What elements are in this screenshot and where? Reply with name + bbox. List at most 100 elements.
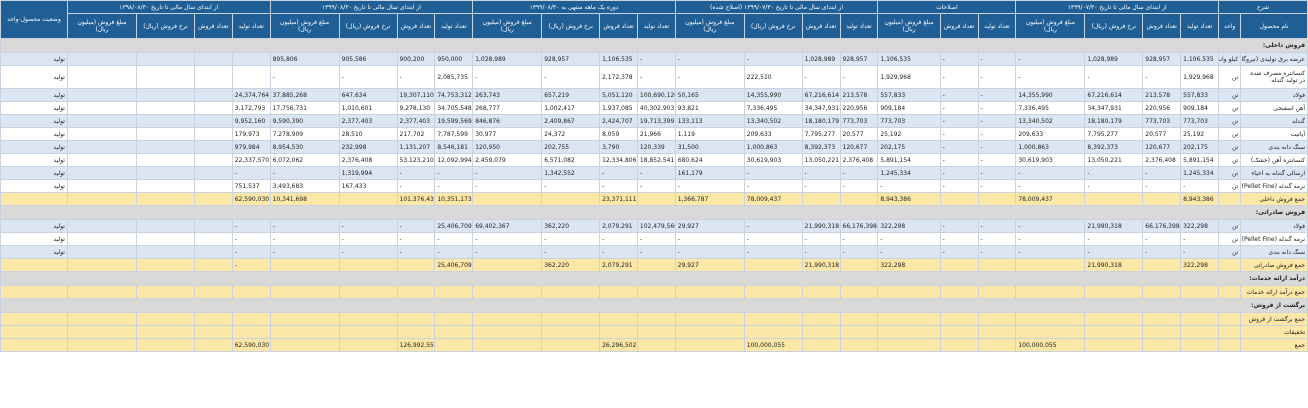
value-cell [801,325,841,339]
table-row: نرمه گندله (Pellet Fine) تن - - - - - - - - - - - - - -… [0,179,1308,193]
value-cell: 8,059 [599,127,638,141]
table-row: آپاتیت تن 25,192 20,577 7,795,277 209,633- -25… [0,127,1308,141]
value-cell [136,114,195,128]
value-cell [939,285,979,299]
unit-cell: تن [1217,65,1242,89]
value-cell [136,258,195,272]
value-cell [66,285,138,299]
value-cell [839,192,879,206]
value-cell [136,166,195,180]
value-cell: - [977,101,1017,115]
unit-cell: تن [1217,88,1242,102]
value-cell: 7,795,277 [1084,127,1144,141]
value-cell [472,338,543,352]
header-row-sub: نام محصول واحد تعداد تولید تعداد فروش نر… [1,13,1308,39]
value-cell [839,338,879,352]
value-cell: - [269,166,340,180]
value-cell: - [434,166,474,180]
value-cell: 2,424,707 [599,114,638,128]
value-cell [839,325,879,339]
value-cell: - [1015,219,1086,233]
value-cell: - [939,153,979,167]
value-cell: - [541,232,601,246]
value-cell [674,325,745,339]
value-cell: 1,366,787 [674,192,745,206]
value-cell: - [472,65,543,89]
value-cell: - [434,179,474,193]
value-cell [66,232,138,246]
value-cell [1015,258,1086,272]
value-cell [599,325,638,339]
product-name-cell: ارسالی گندله به احیاء [1240,166,1308,180]
value-cell: - [674,65,745,89]
value-cell: 1,000,863 [1015,140,1086,154]
value-cell: 232,998 [338,140,398,154]
value-cell [66,153,138,167]
value-cell: 2,409,867 [541,114,601,128]
value-cell [1142,325,1182,339]
value-cell: 93,821 [674,101,745,115]
product-name-cell: فولاد [1240,88,1308,102]
value-cell [801,192,841,206]
value-cell [136,232,195,246]
value-cell: 220,956 [839,101,879,115]
value-cell [1015,312,1086,326]
value-cell: 67,216,614 [801,88,841,102]
value-cell: - [1084,179,1144,193]
total-row: تخفیفات [0,325,1308,339]
unit-cell [1217,312,1242,326]
header-sales-qty: تعداد فروش [939,13,979,39]
value-cell [674,285,745,299]
value-cell [1084,338,1144,352]
value-cell [193,88,233,102]
value-cell: - [839,232,879,246]
value-cell: 21,990,318 [1084,219,1144,233]
value-cell [193,258,233,272]
value-cell: 7,336,495 [743,101,803,115]
value-cell: 100,000,055 [743,338,803,352]
section-title: فروش داخلی: [0,38,1308,53]
value-cell [839,258,879,272]
value-cell: - [839,179,879,193]
value-cell [877,338,941,352]
value-cell: 102,479,560 [636,219,676,233]
value-cell: 24,374,764 [231,88,271,102]
product-name-cell: جمع فروش صادراتی [1240,258,1308,272]
value-cell: - [1142,232,1182,246]
header-sales-rate: نرخ فروش (ریال) [541,13,601,39]
value-cell: 29,927 [674,258,745,272]
value-cell: - [396,232,436,246]
value-cell: 74,753,312 [434,88,474,102]
value-cell [231,312,271,326]
value-cell [136,312,195,326]
value-cell: 30,977 [472,127,543,141]
header-sales-amount: مبلغ فروش (میلیون ریال) [472,13,543,39]
value-cell: 101,376,438 [396,192,436,206]
value-cell: 25,406,709 [434,219,474,233]
value-cell: 9,952,160 [231,114,271,128]
value-cell: 928,957 [541,52,601,66]
value-cell [136,153,195,167]
value-cell: - [939,232,979,246]
value-cell [136,192,195,206]
value-cell [801,338,841,352]
header-sales-qty: تعداد فروش [599,13,638,39]
value-cell: 213,578 [839,88,879,102]
status-cell: تولید [0,219,68,233]
value-cell: 220,956 [1142,101,1182,115]
value-cell: - [231,219,271,233]
value-cell [193,101,233,115]
value-cell: - [396,219,436,233]
value-cell [472,312,543,326]
status-cell: تولید [0,88,68,102]
value-cell: - [1015,179,1086,193]
value-cell: - [977,179,1017,193]
value-cell: - [599,166,638,180]
product-name-cell: تخفیفات [1240,325,1308,339]
value-cell: 322,298 [1180,258,1219,272]
value-cell [136,88,195,102]
value-cell [231,325,271,339]
table-row: فولاد تن 557,833 213,578 67,216,614 14,355,99… [0,88,1308,102]
value-cell: 217,702 [396,127,436,141]
unit-cell: تن [1217,232,1242,246]
